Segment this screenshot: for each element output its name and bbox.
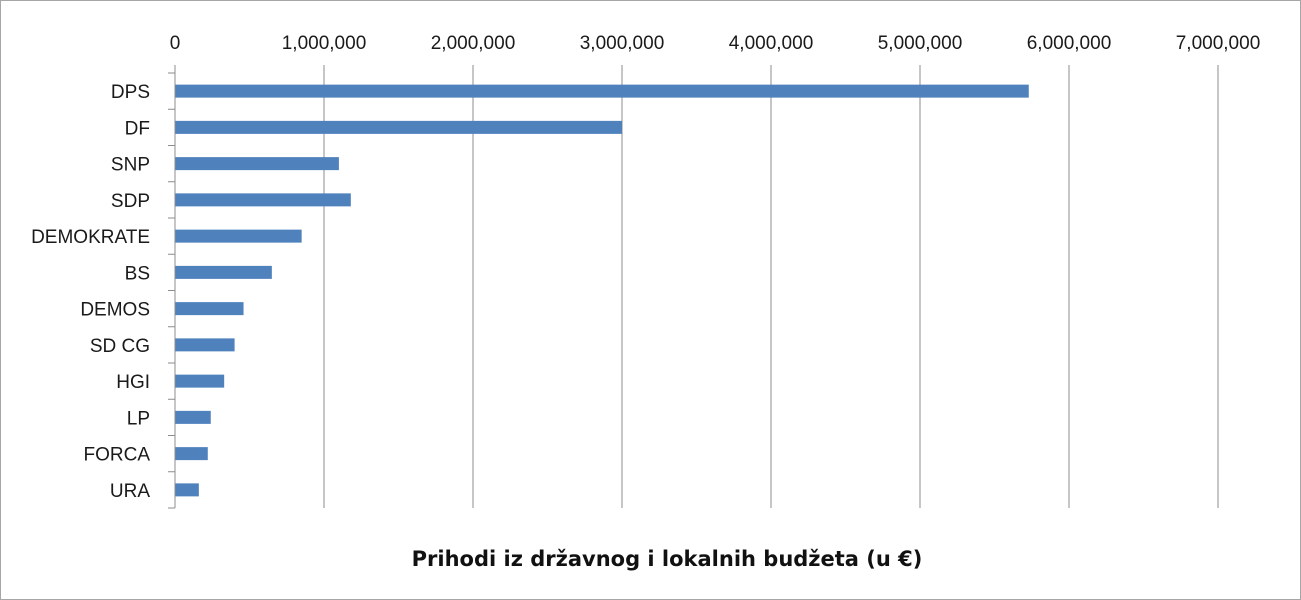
category-label: BS <box>125 263 150 284</box>
bar <box>175 483 199 497</box>
x-tick-label: 0 <box>170 33 181 54</box>
bars <box>175 84 1029 497</box>
x-axis-title: Prihodi iz državnog i lokalnih budžeta (… <box>412 547 923 571</box>
category-label: SNP <box>111 155 150 176</box>
category-label: DF <box>125 118 150 139</box>
bar <box>175 120 622 134</box>
category-labels: DPS DF SNP SDP DEMOKRATE BS DEMOS SD CG HGI LP FOR… <box>31 82 150 502</box>
bar <box>175 338 235 352</box>
category-label: SD CG <box>90 336 150 357</box>
bar <box>175 302 244 316</box>
category-label: DPS <box>111 82 150 103</box>
bar <box>175 193 351 207</box>
gridlines <box>168 65 1219 509</box>
bar <box>175 374 225 388</box>
category-label: LP <box>127 408 150 429</box>
x-tick-label: 6,000,000 <box>1027 33 1112 54</box>
x-tick-label: 5,000,000 <box>878 33 963 54</box>
category-label: HGI <box>116 372 150 393</box>
category-label: SDP <box>111 191 150 212</box>
x-tick-label: 4,000,000 <box>729 33 814 54</box>
bar <box>175 447 208 461</box>
bar <box>175 229 302 243</box>
x-tick-label: 2,000,000 <box>431 33 516 54</box>
bar <box>175 84 1029 98</box>
x-tick-labels: 0 1,000,000 2,000,000 3,000,000 4,000,000 5,0… <box>170 33 1261 54</box>
bar <box>175 157 339 171</box>
category-label: DEMOKRATE <box>31 227 150 248</box>
category-label: URA <box>110 481 150 502</box>
x-tick-label: 1,000,000 <box>282 33 367 54</box>
bar <box>175 265 272 279</box>
bar <box>175 410 211 424</box>
x-tick-label: 7,000,000 <box>1176 33 1261 54</box>
x-tick-label: 3,000,000 <box>580 33 665 54</box>
category-label: DEMOS <box>80 300 150 321</box>
category-label: FORCA <box>84 445 151 466</box>
